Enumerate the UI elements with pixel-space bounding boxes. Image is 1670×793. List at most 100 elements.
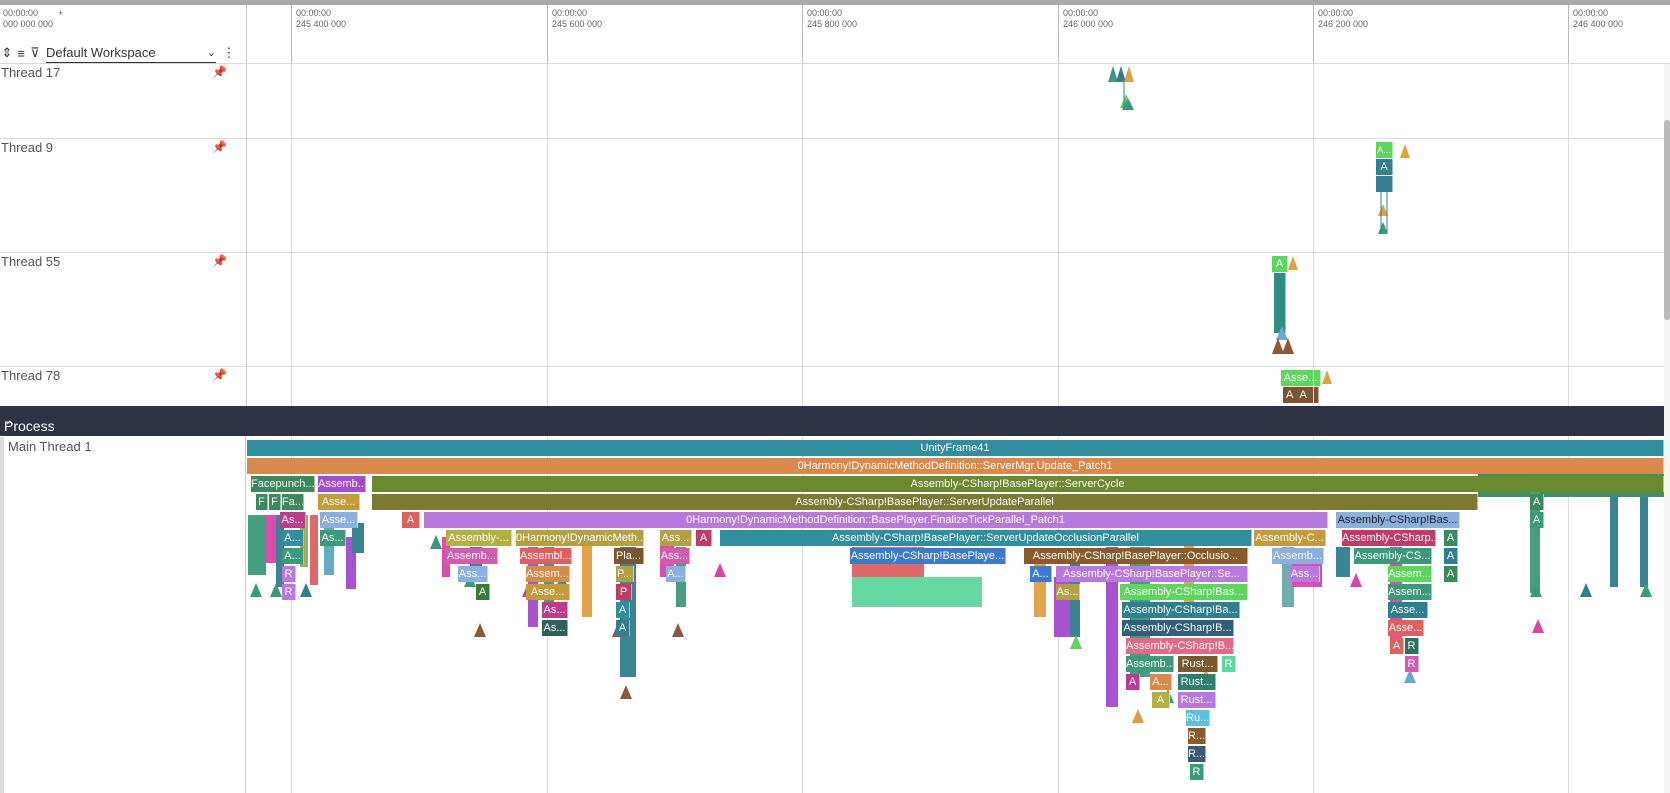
slice[interactable]: Ru... <box>1186 710 1210 726</box>
slice[interactable]: Asse... <box>526 584 570 600</box>
thread-track[interactable]: Thread 78 📌 <box>0 367 1664 406</box>
slice[interactable]: A <box>616 602 630 618</box>
slice[interactable]: Assembly-CSharp!BasePlayer::ServerCycle <box>372 476 1664 492</box>
slice[interactable]: A A <box>1283 387 1319 403</box>
slice[interactable]: R... <box>1188 746 1206 762</box>
slice[interactable]: Assembly-CSharp!BasePlayer::Occlusio... <box>1024 548 1248 564</box>
workspace-select[interactable]: Default Workspace ⌄ <box>46 44 216 63</box>
vertical-scrollbar[interactable] <box>1664 64 1670 793</box>
thread-track[interactable]: Thread 17 📌 <box>0 64 1664 139</box>
kebab-menu-icon[interactable]: ⋮ <box>222 45 236 60</box>
slice[interactable]: A <box>1376 159 1393 175</box>
slice[interactable]: A... <box>1150 674 1172 690</box>
pin-icon[interactable]: 📌 <box>212 368 227 382</box>
slice[interactable]: Fa... <box>282 494 304 510</box>
slice[interactable]: A <box>402 512 420 528</box>
slice[interactable]: R <box>1222 656 1236 672</box>
slice[interactable]: 0Harmony!DynamicMethodDefinition::BasePl… <box>424 512 1328 528</box>
slice[interactable]: As... <box>320 530 346 546</box>
slice[interactable]: As... <box>542 602 568 618</box>
slice[interactable] <box>1274 273 1286 333</box>
slice[interactable]: A <box>1272 256 1288 272</box>
chevron-up-icon[interactable]: ⌃ <box>4 418 16 434</box>
slice[interactable]: A... <box>282 530 304 546</box>
slice[interactable]: As... <box>542 620 568 636</box>
slice[interactable]: Assembly-CSharp!BasePlayer::ServerUpdate… <box>720 530 1252 546</box>
slice[interactable]: Assembly-C... <box>1254 530 1326 546</box>
slice[interactable]: A <box>1444 548 1458 564</box>
pin-icon[interactable]: 📌 <box>212 254 227 268</box>
pin-icon[interactable]: 📌 <box>212 65 227 79</box>
slice[interactable]: R <box>1405 638 1419 654</box>
slice[interactable]: Rust... <box>1178 674 1216 690</box>
slice[interactable]: Ass... <box>660 548 690 564</box>
slice[interactable]: R <box>282 584 296 600</box>
process-header[interactable]: ⌃ Process 0 <box>0 406 1664 450</box>
slice[interactable]: Assembly-CSharp!Bas... <box>1120 584 1248 600</box>
slice[interactable]: A... <box>1376 142 1393 158</box>
slice[interactable]: R... <box>1188 728 1206 744</box>
time-ruler[interactable]: 00:00:00 000 000 000 + ⇕ ≡ ⊽ Default Wor… <box>0 5 1670 64</box>
slice[interactable]: Assembly-CSharp... <box>1342 530 1436 546</box>
slice[interactable]: P <box>616 584 632 600</box>
slice[interactable]: R <box>282 566 296 582</box>
slice[interactable]: F <box>269 494 281 510</box>
slice[interactable]: A <box>696 530 712 546</box>
slice[interactable]: A <box>1444 530 1458 546</box>
slice[interactable]: A... <box>666 566 686 582</box>
slice[interactable]: Ass... <box>1290 566 1320 582</box>
slice[interactable]: Assembly-CSharp!Bas... <box>1336 512 1460 528</box>
slice[interactable]: Assemb... <box>1126 656 1174 672</box>
slice[interactable]: Assembly-... <box>446 530 512 546</box>
slice[interactable]: Rust... <box>1178 656 1218 672</box>
slice[interactable]: Asse... <box>1281 370 1321 386</box>
slice[interactable]: P... <box>616 566 634 582</box>
slice[interactable]: Asse... <box>1388 602 1428 618</box>
slice[interactable]: Ass... <box>660 530 692 546</box>
slice[interactable]: A <box>1530 494 1544 510</box>
slice[interactable]: Assembly-CSharp!BasePlaye... <box>850 548 1006 564</box>
slice[interactable] <box>1376 176 1393 192</box>
slice[interactable]: Assem... <box>526 566 570 582</box>
filter-icon[interactable]: ⊽ <box>30 45 40 60</box>
slice[interactable]: Assembly-CS... <box>1354 548 1432 564</box>
slice[interactable]: Assembly-CSharp!Ba... <box>1122 602 1240 618</box>
slice[interactable]: A <box>476 584 490 600</box>
slice[interactable]: Asse... <box>320 512 358 528</box>
slice[interactable]: Assemb... <box>1272 548 1324 564</box>
slice[interactable]: Assembl... <box>520 548 572 564</box>
collapse-all-icon[interactable]: ⇕ <box>1 45 13 60</box>
scrollbar-thumb[interactable] <box>1664 120 1670 320</box>
sort-lines-icon[interactable]: ≡ <box>17 45 25 61</box>
slice[interactable]: Asse... <box>318 494 360 510</box>
slice[interactable]: A <box>1390 638 1404 654</box>
slice[interactable]: Assembly-CSharp!BasePlayer::Se... <box>1056 566 1248 582</box>
slice[interactable]: 0Harmony!DynamicMethodDefinition::Server… <box>247 458 1664 474</box>
slice[interactable]: A <box>1444 566 1458 582</box>
slice[interactable]: Assemb... <box>446 548 498 564</box>
slice[interactable]: Assembly-CSharp!B... <box>1122 620 1234 636</box>
slice[interactable]: F <box>256 494 268 510</box>
slice[interactable]: R <box>1405 656 1419 672</box>
slice[interactable]: Assemb... <box>318 476 366 492</box>
slice[interactable]: A... <box>1030 566 1052 582</box>
slice[interactable]: Pla... <box>614 548 644 564</box>
ruler-add-marker[interactable]: + <box>58 8 64 18</box>
slice[interactable]: A... <box>282 548 304 564</box>
slice[interactable]: A <box>1126 674 1140 690</box>
slice[interactable]: 0Harmony!DynamicMeth... <box>516 530 644 546</box>
thread-track[interactable]: Thread 9 📌 <box>0 139 1664 253</box>
slice[interactable]: Assem... <box>1388 566 1432 582</box>
slice[interactable]: As... <box>280 512 306 528</box>
slice[interactable]: Assembly-CSharp!B... <box>1126 638 1234 654</box>
slice[interactable]: Assembly-CSharp!BasePlayer::ServerUpdate… <box>372 494 1478 510</box>
slice[interactable]: A <box>1152 692 1170 708</box>
slice[interactable]: Ass... <box>458 566 488 582</box>
slice[interactable]: Asse... <box>1388 620 1424 636</box>
slice[interactable]: A <box>616 620 630 636</box>
slice-unity-frame[interactable]: UnityFrame41 <box>247 440 1664 456</box>
slice[interactable]: R <box>1190 764 1204 780</box>
pin-icon[interactable]: 📌 <box>212 140 227 154</box>
slice[interactable]: A <box>1530 512 1544 528</box>
slice[interactable]: Assem... <box>1388 584 1432 600</box>
